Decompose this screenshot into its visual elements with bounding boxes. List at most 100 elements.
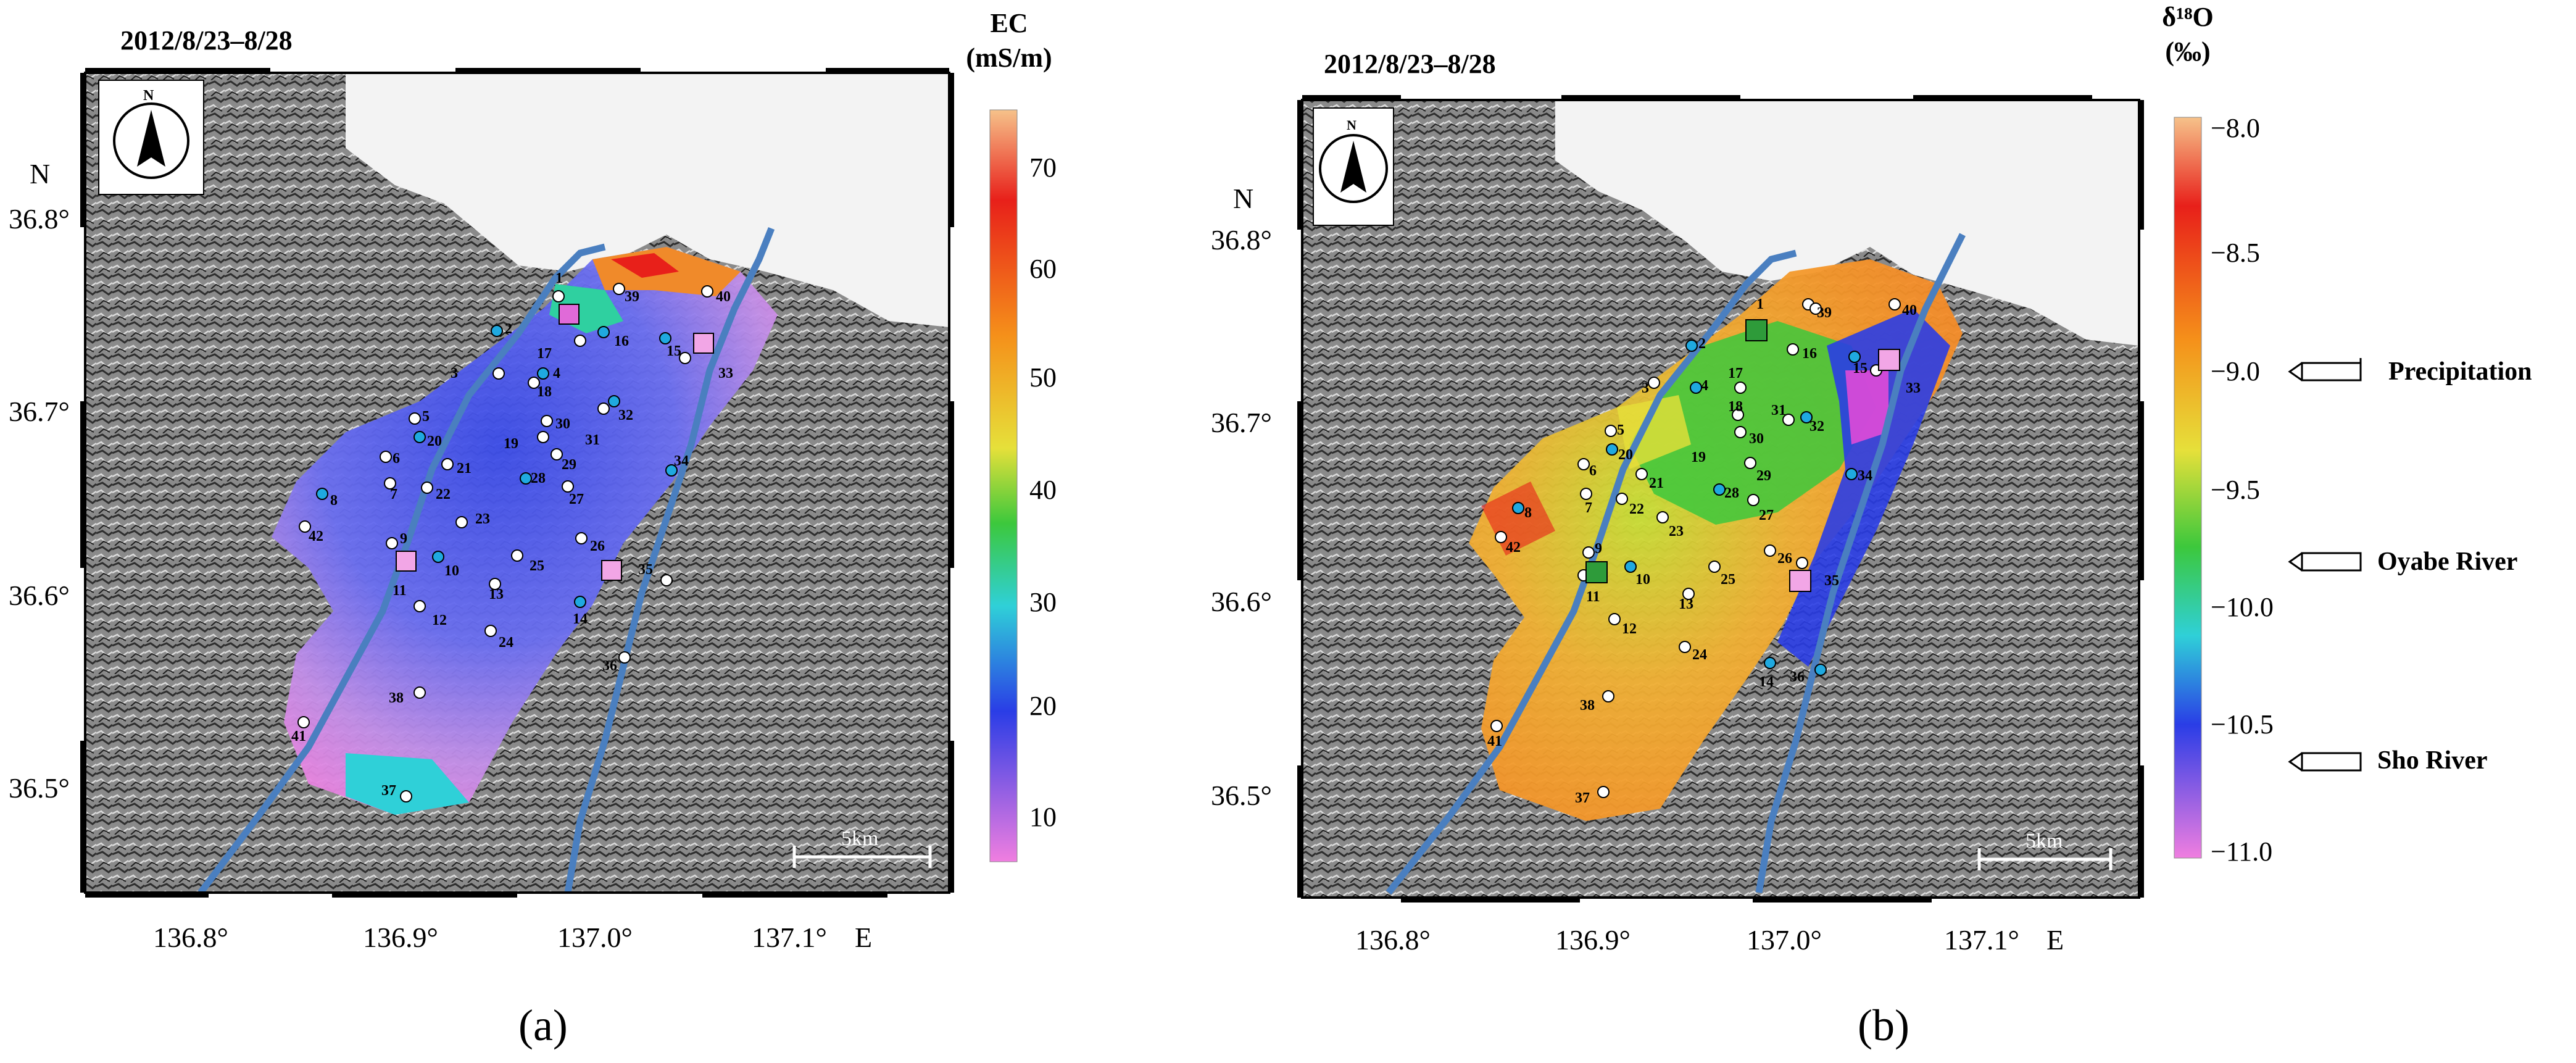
colorbar-a-tick: 60 bbox=[1029, 254, 1057, 284]
scale-label-a: 5km bbox=[841, 827, 879, 850]
station-label-a: 36 bbox=[602, 658, 617, 674]
colorbar-b-tick: −8.0 bbox=[2211, 113, 2260, 143]
annotation-precipitation: Precipitation bbox=[2388, 357, 2532, 386]
colorbar-a-tick: 70 bbox=[1029, 152, 1057, 183]
station-label-b: 41 bbox=[1487, 733, 1502, 749]
station-label-b: 4 bbox=[1701, 378, 1708, 394]
colorbar-b-tick: −9.5 bbox=[2211, 475, 2260, 505]
colorbar-a-tick: 40 bbox=[1029, 475, 1057, 505]
station-label-b: 36 bbox=[1790, 669, 1805, 685]
colorbar-a-tick: 10 bbox=[1029, 802, 1057, 832]
station-label-b: 16 bbox=[1802, 346, 1817, 362]
colorbar-b-tick: −11.0 bbox=[2211, 836, 2273, 867]
station-label-a: 39 bbox=[625, 289, 639, 305]
colorbar-b-tick: −10.5 bbox=[2211, 709, 2274, 740]
station-label-a: 12 bbox=[432, 612, 447, 628]
station-label-a: 19 bbox=[504, 436, 518, 452]
panel-b-sub-label: (b) bbox=[1858, 1001, 1909, 1050]
station-label-b: 15 bbox=[1853, 361, 1868, 377]
station-label-a: 35 bbox=[638, 562, 653, 578]
station-label-b: 39 bbox=[1817, 305, 1832, 321]
colorbar-b-title-line1: δ¹⁸O bbox=[2162, 2, 2214, 32]
station-label-a: 42 bbox=[309, 528, 323, 544]
axis-b-y-tick: 36.6° bbox=[1211, 586, 1272, 617]
panel-a-sub-label: (a) bbox=[518, 1001, 568, 1050]
station-label-a: 9 bbox=[400, 531, 407, 547]
station-label-a: 24 bbox=[499, 635, 513, 651]
station-label-b: 28 bbox=[1724, 485, 1739, 501]
scale-bar-b bbox=[1977, 848, 2113, 870]
station-label-b: 40 bbox=[1902, 302, 1917, 319]
scale-label-b: 5km bbox=[2025, 830, 2063, 852]
station-label-a: 37 bbox=[381, 783, 396, 799]
station-label-b: 20 bbox=[1618, 447, 1633, 463]
station-label-b: 2 bbox=[1698, 336, 1706, 352]
colorbar-a-title-line1: EC bbox=[990, 8, 1028, 38]
station-label-b: 9 bbox=[1595, 541, 1602, 557]
colorbar-b-title: δ¹⁸O (‰) bbox=[2142, 0, 2234, 69]
station-label-b: 17 bbox=[1728, 365, 1743, 381]
station-label-a: 3 bbox=[451, 365, 458, 381]
colorbar-a-tick: 20 bbox=[1029, 691, 1057, 721]
station-label-b: 32 bbox=[1809, 419, 1824, 435]
station-label-b: 8 bbox=[1524, 505, 1532, 521]
colorbar-b-tick: −8.5 bbox=[2211, 238, 2260, 268]
station-label-a: 4 bbox=[553, 365, 560, 381]
axis-a-x-tick: 137.0° bbox=[557, 922, 633, 953]
station-label-a: 5 bbox=[422, 409, 430, 425]
station-label-a: 10 bbox=[444, 563, 459, 579]
station-label-a: 31 bbox=[585, 432, 600, 448]
axis-b-y-tick: 36.7° bbox=[1211, 407, 1272, 438]
station-label-b: 34 bbox=[1858, 468, 1872, 484]
colorbar-a-tick: 50 bbox=[1029, 362, 1057, 393]
colorbar-a bbox=[989, 109, 1018, 862]
station-label-b: 37 bbox=[1575, 790, 1590, 806]
station-label-b: 18 bbox=[1728, 399, 1743, 415]
annotation-sho-river: Sho River bbox=[2377, 746, 2488, 775]
colorbar-b-title-line2: (‰) bbox=[2165, 36, 2211, 67]
station-label-b: 25 bbox=[1721, 572, 1735, 588]
north-arrow-icon bbox=[113, 102, 189, 179]
axis-a-x-unit: E bbox=[855, 922, 873, 953]
axis-a-x-tick: 136.8° bbox=[153, 922, 228, 953]
station-label-a: 26 bbox=[590, 538, 605, 554]
station-label-b: 5 bbox=[1617, 422, 1624, 438]
station-label-a: 14 bbox=[573, 611, 588, 627]
colorbar-a-tick: 30 bbox=[1029, 587, 1057, 617]
colorbar-b bbox=[2174, 117, 2202, 859]
station-label-b: 30 bbox=[1749, 431, 1764, 447]
station-label-b: 29 bbox=[1756, 468, 1771, 484]
station-label-b: 31 bbox=[1771, 402, 1786, 419]
station-label-b: 13 bbox=[1679, 596, 1693, 612]
annotation-oyabe-river: Oyabe River bbox=[2377, 548, 2518, 576]
station-label-a: 21 bbox=[457, 461, 472, 477]
station-label-b: 14 bbox=[1759, 674, 1774, 690]
axis-a-y-tick: 36.5° bbox=[9, 772, 70, 804]
station-label-a: 1 bbox=[555, 270, 563, 286]
station-label-a: 15 bbox=[667, 343, 681, 359]
stations-b bbox=[1490, 298, 1901, 798]
axis-b-y-unit: N bbox=[1233, 183, 1254, 214]
station-label-a: 6 bbox=[393, 451, 400, 467]
station-label-a: 18 bbox=[537, 384, 552, 400]
axis-b-x-tick: 136.9° bbox=[1555, 924, 1631, 956]
station-label-b: 3 bbox=[1642, 380, 1649, 396]
station-label-b: 12 bbox=[1622, 621, 1637, 637]
station-label-a: 23 bbox=[475, 511, 490, 527]
station-label-a: 29 bbox=[562, 457, 576, 473]
axis-a-x-tick: 137.1° bbox=[752, 922, 827, 953]
axis-a-y-tick: 36.7° bbox=[9, 396, 70, 427]
station-label-b: 6 bbox=[1589, 463, 1597, 479]
panel-b-date: 2012/8/23–8/28 bbox=[1324, 49, 1496, 79]
station-label-a: 33 bbox=[718, 365, 733, 381]
station-label-b: 35 bbox=[1824, 573, 1839, 589]
station-label-a: 16 bbox=[614, 333, 629, 349]
scale-bar-a bbox=[792, 846, 932, 868]
station-label-a: 25 bbox=[530, 558, 544, 574]
station-label-a: 30 bbox=[555, 416, 570, 432]
colorbar-b-tick: −10.0 bbox=[2211, 592, 2274, 622]
station-label-a: 38 bbox=[389, 690, 404, 706]
station-label-a: 13 bbox=[489, 586, 504, 602]
station-label-b: 21 bbox=[1649, 475, 1664, 491]
panel-b-map bbox=[1297, 95, 2144, 903]
